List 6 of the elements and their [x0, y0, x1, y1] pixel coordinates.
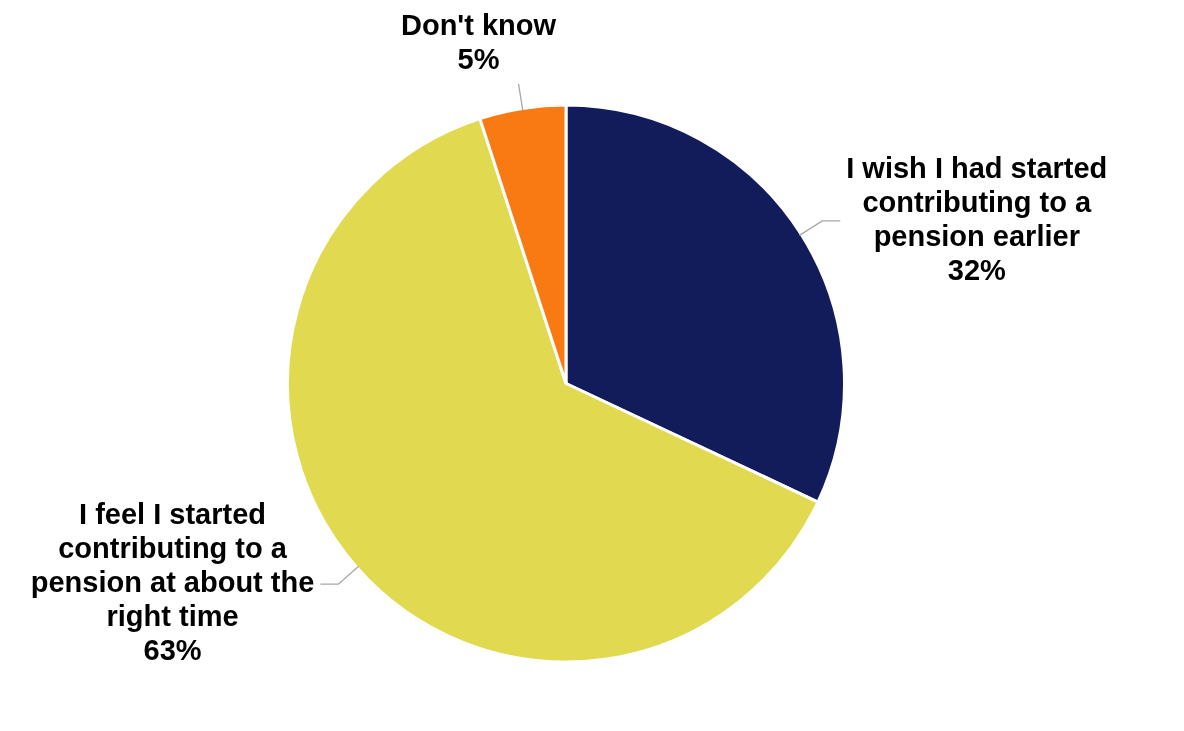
- data-label: 32%: [947, 253, 1007, 286]
- data-label: 63%: [143, 634, 202, 667]
- slice-label: Don't know: [400, 8, 557, 41]
- slice-label: I feel I started contributing to a pension at about the right time: [30, 498, 315, 633]
- slice-label: I wish I had started contributing to a pension earlier: [846, 151, 1108, 252]
- data-label: 5%: [457, 42, 500, 75]
